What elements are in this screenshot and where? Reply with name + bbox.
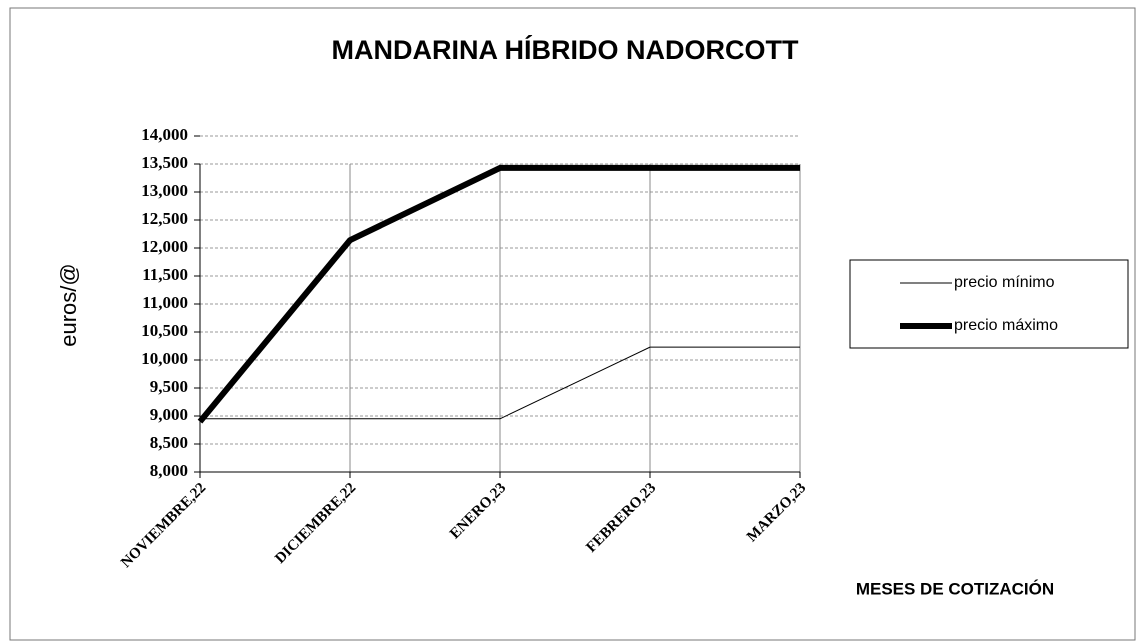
y-tick-label: 10,000 — [141, 349, 188, 368]
series-line — [197, 164, 800, 424]
legend-label: precio mínimo — [954, 274, 1055, 291]
frame — [9, 7, 1136, 641]
y-tick-label: 13,500 — [141, 153, 188, 172]
chart-title: MANDARINA HÍBRIDO NADORCOTT — [332, 34, 799, 65]
y-tick-label: 11,000 — [142, 293, 188, 312]
y-tick-label: 9,000 — [150, 405, 188, 424]
x-axis-title: MESES DE COTIZACIÓN — [856, 579, 1054, 598]
legend-label: precio máximo — [954, 317, 1058, 334]
x-tick-label: ENERO,23 — [447, 480, 509, 542]
y-tick-label: 9,500 — [150, 377, 188, 396]
x-tick-label: NOVIEMBRE,22 — [118, 480, 209, 571]
y-axis-title: euros/@ — [56, 263, 81, 346]
y-tick-label: 12,000 — [141, 237, 188, 256]
x-tick-label: DICIEMBRE,22 — [272, 480, 359, 567]
y-tick-label: 10,500 — [141, 321, 188, 340]
y-tick-label: 8,000 — [150, 461, 188, 480]
y-tick-label: 14,000 — [141, 125, 188, 144]
x-tick-label: MARZO,23 — [744, 480, 809, 545]
y-tick-label: 12,500 — [141, 209, 188, 228]
y-tick-label: 8,500 — [150, 433, 188, 452]
y-tick-label: 11,500 — [142, 265, 188, 284]
series-line — [200, 346, 800, 420]
legend — [849, 259, 1129, 349]
y-tick-label: 13,000 — [141, 181, 188, 200]
x-tick-label: FEBRERO,23 — [583, 480, 659, 556]
